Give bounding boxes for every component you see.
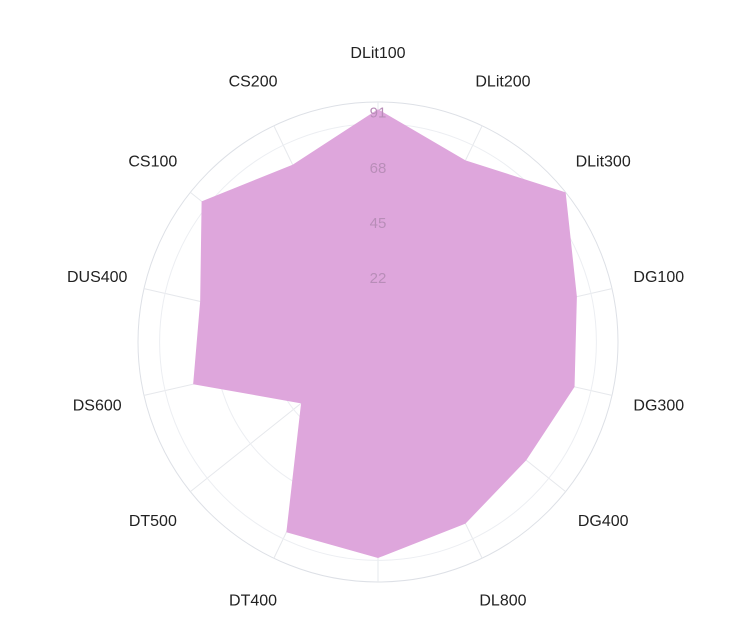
r-tick-label: 45 <box>370 215 387 232</box>
r-tick-label: 22 <box>370 270 387 287</box>
category-label: DLit200 <box>475 74 530 91</box>
category-label: DL800 <box>479 593 526 610</box>
category-label: DG300 <box>633 397 684 414</box>
category-label: DT500 <box>129 513 177 530</box>
radar-area <box>193 109 577 558</box>
r-tick-label: 91 <box>370 105 387 122</box>
category-label: CS200 <box>229 74 278 91</box>
category-label: DLit300 <box>576 154 631 171</box>
category-label: DG100 <box>633 269 684 286</box>
category-label: DT400 <box>229 593 277 610</box>
r-tick-label: 68 <box>370 160 387 177</box>
category-label: DLit100 <box>350 45 405 62</box>
category-label: CS100 <box>128 154 177 171</box>
category-label: DUS400 <box>67 269 128 286</box>
category-label: DG400 <box>578 513 629 530</box>
category-label: DS600 <box>73 397 122 414</box>
